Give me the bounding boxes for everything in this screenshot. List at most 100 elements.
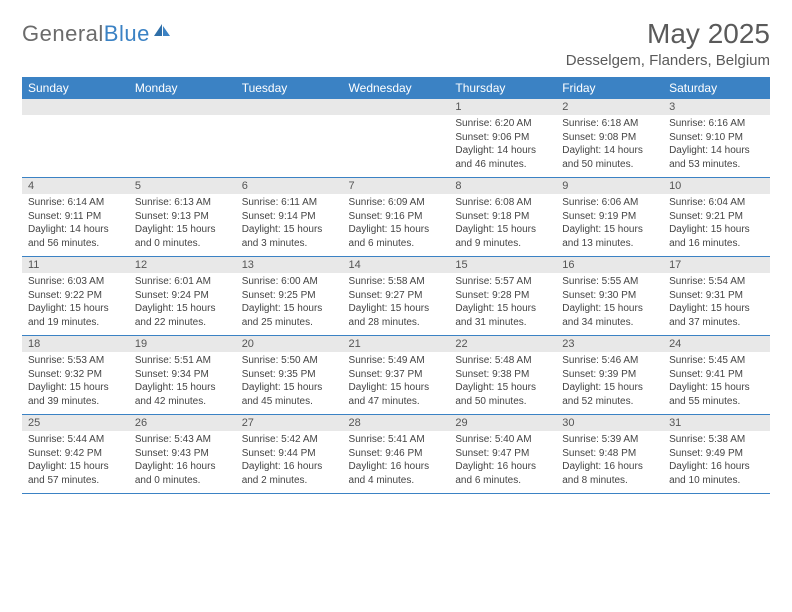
day-detail-cell: Sunrise: 6:00 AMSunset: 9:25 PMDaylight:… xyxy=(236,273,343,336)
day-number-cell: 30 xyxy=(556,415,663,432)
calendar-head: SundayMondayTuesdayWednesdayThursdayFrid… xyxy=(22,77,770,99)
daylight-line: Daylight: 16 hours and 0 minutes. xyxy=(135,460,230,487)
daylight-line: Daylight: 15 hours and 39 minutes. xyxy=(28,381,123,408)
day-number-cell: 14 xyxy=(343,257,450,274)
day-number-cell: 3 xyxy=(663,99,770,115)
sunrise-line: Sunrise: 5:53 AM xyxy=(28,354,123,368)
daylight-line: Daylight: 15 hours and 3 minutes. xyxy=(242,223,337,250)
sunset-line: Sunset: 9:44 PM xyxy=(242,447,337,461)
day-header: Sunday xyxy=(22,77,129,99)
day-number-cell xyxy=(236,99,343,115)
daylight-line: Daylight: 15 hours and 34 minutes. xyxy=(562,302,657,329)
day-detail-row: Sunrise: 6:03 AMSunset: 9:22 PMDaylight:… xyxy=(22,273,770,336)
day-detail-cell: Sunrise: 5:54 AMSunset: 9:31 PMDaylight:… xyxy=(663,273,770,336)
logo: GeneralBlue xyxy=(22,18,172,50)
day-number-cell: 9 xyxy=(556,178,663,195)
daylight-line: Daylight: 14 hours and 53 minutes. xyxy=(669,144,764,171)
sunset-line: Sunset: 9:10 PM xyxy=(669,131,764,145)
day-number-row: 45678910 xyxy=(22,178,770,195)
day-detail-cell: Sunrise: 5:48 AMSunset: 9:38 PMDaylight:… xyxy=(449,352,556,415)
sunset-line: Sunset: 9:38 PM xyxy=(455,368,550,382)
daylight-line: Daylight: 15 hours and 52 minutes. xyxy=(562,381,657,408)
day-number-cell: 8 xyxy=(449,178,556,195)
day-detail-row: Sunrise: 5:53 AMSunset: 9:32 PMDaylight:… xyxy=(22,352,770,415)
day-number-row: 11121314151617 xyxy=(22,257,770,274)
sunrise-line: Sunrise: 5:38 AM xyxy=(669,433,764,447)
day-number-cell: 13 xyxy=(236,257,343,274)
day-detail-row: Sunrise: 6:20 AMSunset: 9:06 PMDaylight:… xyxy=(22,115,770,178)
daylight-line: Daylight: 15 hours and 42 minutes. xyxy=(135,381,230,408)
daylight-line: Daylight: 15 hours and 9 minutes. xyxy=(455,223,550,250)
day-detail-cell: Sunrise: 6:09 AMSunset: 9:16 PMDaylight:… xyxy=(343,194,450,257)
location-text: Desselgem, Flanders, Belgium xyxy=(566,52,770,69)
daylight-line: Daylight: 15 hours and 50 minutes. xyxy=(455,381,550,408)
day-number-cell xyxy=(129,99,236,115)
day-number-cell: 11 xyxy=(22,257,129,274)
sunset-line: Sunset: 9:35 PM xyxy=(242,368,337,382)
day-number-cell: 19 xyxy=(129,336,236,353)
day-detail-cell: Sunrise: 5:57 AMSunset: 9:28 PMDaylight:… xyxy=(449,273,556,336)
day-detail-cell: Sunrise: 5:41 AMSunset: 9:46 PMDaylight:… xyxy=(343,431,450,494)
sunrise-line: Sunrise: 6:04 AM xyxy=(669,196,764,210)
sunrise-line: Sunrise: 5:41 AM xyxy=(349,433,444,447)
sunset-line: Sunset: 9:14 PM xyxy=(242,210,337,224)
daylight-line: Daylight: 16 hours and 10 minutes. xyxy=(669,460,764,487)
sunrise-line: Sunrise: 5:42 AM xyxy=(242,433,337,447)
sunrise-line: Sunrise: 5:45 AM xyxy=(669,354,764,368)
day-number-cell: 10 xyxy=(663,178,770,195)
day-detail-cell: Sunrise: 5:44 AMSunset: 9:42 PMDaylight:… xyxy=(22,431,129,494)
sunrise-line: Sunrise: 6:00 AM xyxy=(242,275,337,289)
daylight-line: Daylight: 14 hours and 56 minutes. xyxy=(28,223,123,250)
daylight-line: Daylight: 15 hours and 47 minutes. xyxy=(349,381,444,408)
sunrise-line: Sunrise: 5:39 AM xyxy=(562,433,657,447)
day-number-cell: 12 xyxy=(129,257,236,274)
day-header: Thursday xyxy=(449,77,556,99)
sunset-line: Sunset: 9:13 PM xyxy=(135,210,230,224)
sunrise-line: Sunrise: 6:16 AM xyxy=(669,117,764,131)
sunset-line: Sunset: 9:19 PM xyxy=(562,210,657,224)
daylight-line: Daylight: 15 hours and 31 minutes. xyxy=(455,302,550,329)
sunrise-line: Sunrise: 5:44 AM xyxy=(28,433,123,447)
day-number-cell: 28 xyxy=(343,415,450,432)
day-head-row: SundayMondayTuesdayWednesdayThursdayFrid… xyxy=(22,77,770,99)
day-number-cell: 24 xyxy=(663,336,770,353)
daylight-line: Daylight: 14 hours and 46 minutes. xyxy=(455,144,550,171)
daylight-line: Daylight: 15 hours and 0 minutes. xyxy=(135,223,230,250)
sunset-line: Sunset: 9:16 PM xyxy=(349,210,444,224)
sunset-line: Sunset: 9:06 PM xyxy=(455,131,550,145)
sunset-line: Sunset: 9:27 PM xyxy=(349,289,444,303)
daylight-line: Daylight: 16 hours and 6 minutes. xyxy=(455,460,550,487)
day-detail-cell xyxy=(343,115,450,178)
daylight-line: Daylight: 15 hours and 25 minutes. xyxy=(242,302,337,329)
logo-text-blue: Blue xyxy=(104,21,150,47)
sunrise-line: Sunrise: 6:08 AM xyxy=(455,196,550,210)
sunset-line: Sunset: 9:31 PM xyxy=(669,289,764,303)
day-number-cell: 1 xyxy=(449,99,556,115)
sunset-line: Sunset: 9:28 PM xyxy=(455,289,550,303)
day-number-cell: 4 xyxy=(22,178,129,195)
day-detail-cell: Sunrise: 5:45 AMSunset: 9:41 PMDaylight:… xyxy=(663,352,770,415)
day-number-cell: 20 xyxy=(236,336,343,353)
day-detail-cell: Sunrise: 5:55 AMSunset: 9:30 PMDaylight:… xyxy=(556,273,663,336)
daylight-line: Daylight: 16 hours and 4 minutes. xyxy=(349,460,444,487)
day-header: Saturday xyxy=(663,77,770,99)
day-number-cell: 31 xyxy=(663,415,770,432)
daylight-line: Daylight: 14 hours and 50 minutes. xyxy=(562,144,657,171)
daylight-line: Daylight: 15 hours and 28 minutes. xyxy=(349,302,444,329)
day-number-row: 123 xyxy=(22,99,770,115)
day-detail-cell: Sunrise: 6:18 AMSunset: 9:08 PMDaylight:… xyxy=(556,115,663,178)
page-header: GeneralBlue May 2025 Desselgem, Flanders… xyxy=(22,18,770,69)
month-title: May 2025 xyxy=(566,18,770,50)
sunrise-line: Sunrise: 6:13 AM xyxy=(135,196,230,210)
day-detail-cell: Sunrise: 6:04 AMSunset: 9:21 PMDaylight:… xyxy=(663,194,770,257)
day-number-cell: 15 xyxy=(449,257,556,274)
day-detail-cell xyxy=(236,115,343,178)
day-number-cell: 7 xyxy=(343,178,450,195)
day-detail-cell: Sunrise: 5:50 AMSunset: 9:35 PMDaylight:… xyxy=(236,352,343,415)
sunrise-line: Sunrise: 5:50 AM xyxy=(242,354,337,368)
day-header: Wednesday xyxy=(343,77,450,99)
day-detail-cell xyxy=(129,115,236,178)
day-detail-cell: Sunrise: 5:58 AMSunset: 9:27 PMDaylight:… xyxy=(343,273,450,336)
sunset-line: Sunset: 9:32 PM xyxy=(28,368,123,382)
day-detail-cell: Sunrise: 5:49 AMSunset: 9:37 PMDaylight:… xyxy=(343,352,450,415)
